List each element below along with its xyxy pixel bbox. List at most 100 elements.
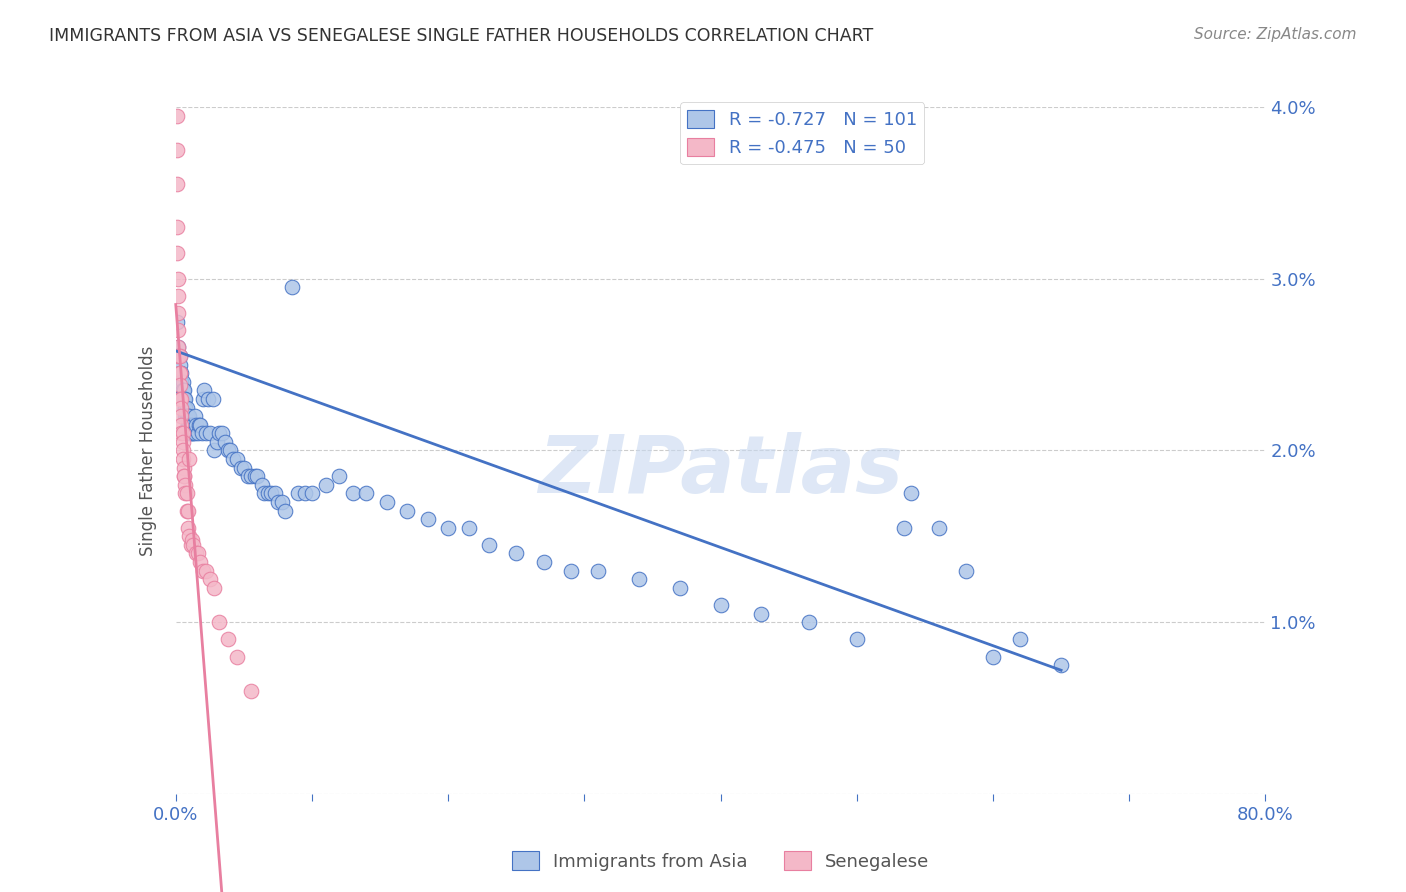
Point: [177, 417, 200, 432]
Point: [257, 486, 280, 500]
Point: [183, 538, 205, 552]
Point: [222, 452, 245, 467]
Point: [236, 469, 259, 483]
Point: [166, 178, 188, 192]
Point: [1050, 658, 1073, 673]
Point: [197, 392, 219, 406]
Point: [172, 384, 194, 398]
Point: [169, 392, 191, 406]
Point: [177, 521, 200, 535]
Point: [217, 632, 239, 647]
Point: [668, 581, 690, 595]
Point: [174, 401, 197, 415]
Point: [170, 417, 193, 432]
Point: [188, 555, 211, 569]
Point: [342, 486, 364, 500]
Point: [180, 426, 202, 441]
Point: [253, 486, 276, 500]
Point: [505, 546, 527, 561]
Point: [315, 478, 337, 492]
Point: [169, 349, 191, 363]
Point: [294, 486, 316, 500]
Point: [167, 349, 190, 363]
Point: [226, 649, 249, 664]
Point: [173, 392, 195, 406]
Point: [219, 443, 242, 458]
Point: [169, 358, 191, 372]
Point: [173, 460, 195, 475]
Point: [533, 555, 555, 569]
Point: [174, 392, 197, 406]
Point: [167, 341, 190, 355]
Point: [172, 434, 194, 449]
Point: [173, 469, 195, 483]
Point: [169, 366, 191, 380]
Point: [893, 521, 915, 535]
Point: [208, 615, 231, 630]
Point: [181, 426, 204, 441]
Point: [167, 323, 190, 337]
Point: [328, 469, 350, 483]
Point: [981, 649, 1004, 664]
Point: [627, 572, 650, 586]
Point: [186, 417, 208, 432]
Point: [176, 409, 198, 424]
Point: [202, 443, 225, 458]
Point: [170, 426, 193, 441]
Point: [243, 469, 266, 483]
Point: [186, 546, 208, 561]
Point: [174, 409, 197, 424]
Point: [271, 495, 294, 509]
Point: [172, 452, 194, 467]
Point: [172, 443, 194, 458]
Point: [174, 478, 197, 492]
Point: [186, 546, 209, 561]
Point: [167, 341, 190, 355]
Point: [246, 469, 269, 483]
Point: [179, 426, 201, 441]
Point: [928, 521, 950, 535]
Point: [190, 426, 212, 441]
Point: [375, 495, 398, 509]
Legend: Immigrants from Asia, Senegalese: Immigrants from Asia, Senegalese: [505, 844, 936, 878]
Point: [250, 478, 273, 492]
Point: [181, 417, 204, 432]
Point: [166, 246, 188, 260]
Point: [166, 315, 188, 329]
Point: [179, 417, 201, 432]
Point: [180, 417, 202, 432]
Text: Source: ZipAtlas.com: Source: ZipAtlas.com: [1194, 27, 1357, 42]
Point: [239, 683, 262, 698]
Point: [416, 512, 439, 526]
Point: [170, 375, 193, 389]
Point: [900, 486, 922, 500]
Point: [457, 521, 479, 535]
Point: [274, 503, 297, 517]
Point: [176, 503, 198, 517]
Point: [179, 409, 201, 424]
Point: [214, 434, 236, 449]
Point: [169, 366, 191, 380]
Point: [194, 426, 217, 441]
Point: [239, 469, 262, 483]
Point: [287, 486, 309, 500]
Point: [396, 503, 419, 517]
Point: [264, 486, 287, 500]
Point: [955, 564, 977, 578]
Point: [183, 417, 205, 432]
Point: [167, 271, 190, 285]
Y-axis label: Single Father Households: Single Father Households: [139, 345, 157, 556]
Point: [170, 409, 193, 424]
Point: [184, 426, 207, 441]
Point: [167, 289, 190, 303]
Point: [260, 486, 283, 500]
Point: [177, 417, 200, 432]
Point: [193, 384, 215, 398]
Point: [174, 486, 197, 500]
Point: [173, 469, 195, 483]
Point: [187, 417, 209, 432]
Point: [845, 632, 868, 647]
Point: [198, 426, 221, 441]
Point: [751, 607, 773, 621]
Point: [169, 378, 191, 392]
